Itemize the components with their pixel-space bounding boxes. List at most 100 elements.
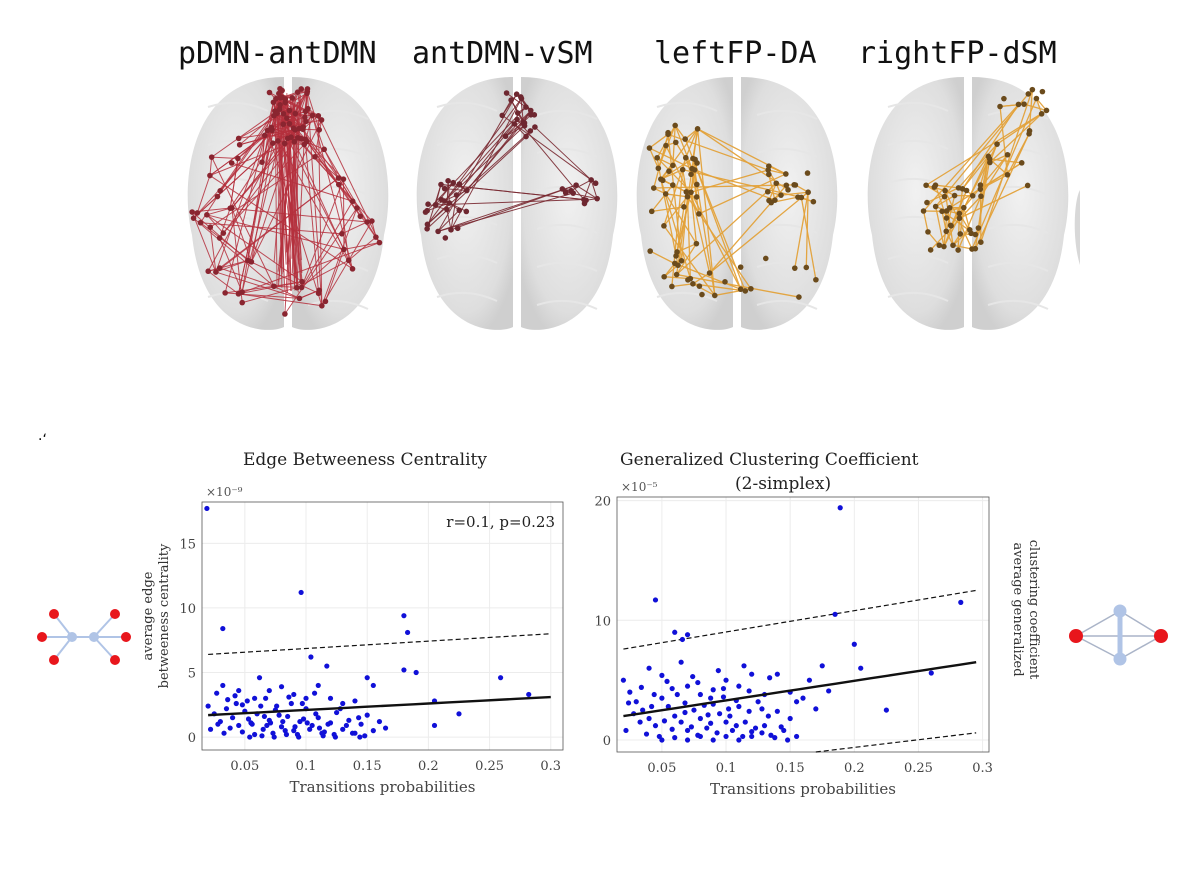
brain-node (581, 200, 588, 207)
brain-node (292, 126, 298, 133)
brain-node (276, 106, 283, 112)
scatter-point (215, 721, 221, 727)
brain-node (304, 138, 310, 145)
brain-node (655, 165, 662, 172)
scatter-point (704, 725, 710, 731)
y-tick-label: 10 (594, 614, 611, 629)
plot-frame (616, 496, 990, 753)
simplex-graph-icon (1069, 604, 1168, 666)
brain-title-rightfp-dsm: rightFP-dSM (858, 36, 1057, 71)
brain-node (445, 177, 451, 184)
scatter-point (263, 695, 269, 701)
brain-node (1018, 160, 1025, 166)
scatter-point (759, 706, 765, 712)
scatter-point (315, 715, 321, 721)
brain-node (673, 271, 680, 278)
brain-node (804, 170, 811, 176)
y-tick-label: 0 (188, 731, 196, 746)
scatter-point (723, 677, 729, 683)
scatter-point (772, 735, 778, 741)
scatter-point (227, 725, 233, 731)
scatter-point (684, 683, 691, 689)
scatter-point (308, 654, 314, 660)
brain-right-hemisphere (521, 77, 618, 330)
brain-node (503, 90, 510, 96)
brain-node (955, 247, 961, 253)
scatter-point (244, 698, 250, 704)
scatter-point (723, 733, 729, 740)
brain-node (693, 240, 700, 247)
scatter-point (256, 675, 263, 681)
brain-node (282, 311, 288, 317)
scatter-point (620, 677, 627, 683)
brain-node (528, 112, 534, 118)
brain-node (446, 200, 453, 206)
scatter-point (669, 685, 675, 692)
scatter-point (813, 706, 819, 712)
scatter-point (264, 722, 270, 729)
scatter-point (684, 737, 691, 743)
brain-node (1021, 101, 1027, 107)
scatter-point (413, 669, 419, 676)
brain-node (1024, 182, 1031, 189)
brain-node (463, 208, 470, 215)
brain-node (975, 225, 982, 231)
panel-label: ·‘ (38, 432, 47, 448)
regression-fit-line (208, 695, 551, 717)
brain-leftfp-da (636, 77, 838, 330)
brain-node (588, 177, 595, 183)
brain-node (207, 172, 213, 179)
brain-node (266, 89, 273, 96)
scatter-point (431, 722, 438, 729)
brain-node (527, 128, 534, 134)
brain-node (1004, 171, 1011, 178)
brain-node (276, 90, 282, 97)
scatter-point (690, 673, 696, 680)
brain-node (972, 245, 979, 252)
brain-node (312, 153, 318, 160)
brain-node (670, 162, 676, 169)
brain-node (673, 139, 679, 146)
scatter-point (259, 733, 265, 739)
brain-node (931, 184, 938, 190)
brain-node (298, 86, 305, 92)
scatter-point (672, 735, 678, 741)
scatter-point (356, 715, 362, 721)
brain-node (693, 194, 700, 200)
brain-node (349, 198, 356, 205)
scatter-point (759, 730, 765, 736)
brain-nodes (646, 122, 819, 300)
scatter-point (220, 682, 226, 689)
brain-node (235, 291, 242, 297)
brain-node (508, 97, 514, 103)
x-tick-label: 0.3 (972, 761, 993, 776)
scatter-point (672, 629, 678, 635)
brain-node (943, 215, 950, 221)
scatter-point (307, 726, 313, 732)
scatter-point (239, 702, 245, 708)
brain-node (666, 168, 672, 175)
scatter-point (324, 663, 330, 669)
brain-node (292, 110, 299, 117)
brain-node (316, 127, 323, 133)
scatter-point (679, 636, 686, 643)
scatter-point (232, 693, 238, 699)
brain-node (711, 292, 718, 299)
brain-node (321, 146, 327, 153)
brain-node (796, 294, 802, 300)
scatter-point (298, 589, 304, 596)
scatter-point (204, 505, 210, 512)
scatter-point (684, 727, 691, 734)
scatter-point (746, 708, 752, 714)
brain-node (941, 193, 948, 200)
brain-node (532, 124, 538, 130)
brain-node (684, 193, 691, 200)
scatter-point (229, 715, 236, 721)
scatter-point (684, 632, 691, 638)
brain-node (422, 209, 429, 215)
x-tick-label: 0.25 (904, 761, 933, 776)
scatter-point (787, 715, 793, 722)
brain-node (517, 94, 524, 100)
scatter-point (638, 684, 644, 690)
scatter-point (832, 611, 838, 617)
